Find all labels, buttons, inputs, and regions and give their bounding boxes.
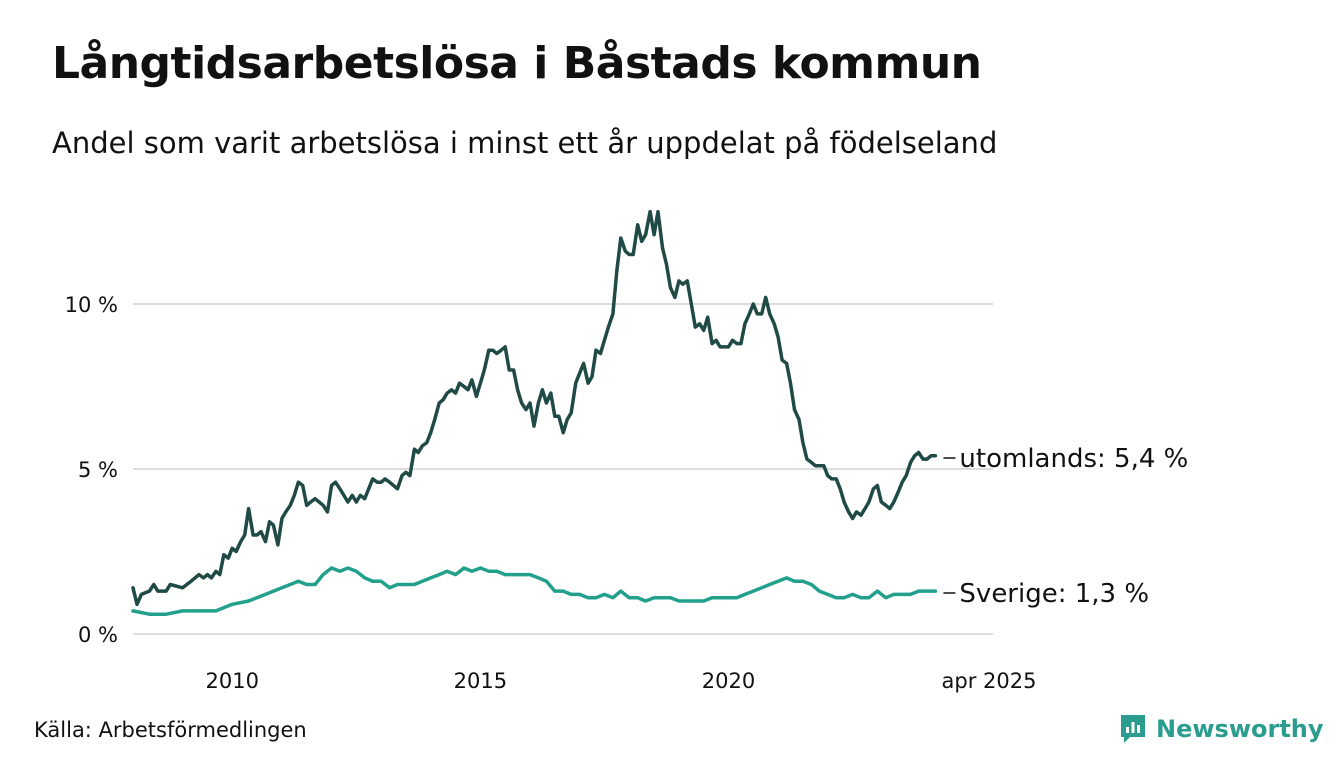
x-tick-label-3: apr 2025 [942, 669, 1037, 693]
series-line-Sverige [131, 566, 938, 616]
y-tick-label-1: 5 % [78, 458, 118, 482]
series-line-utomlands [131, 209, 938, 607]
y-tick-label-0: 0 % [78, 623, 118, 647]
series-end-labels: utomlands: 5,4 % Sverige: 1,3 % [943, 444, 1188, 609]
source-note: Källa: Arbetsförmedlingen [34, 718, 307, 742]
newsworthy-icon [1121, 715, 1145, 743]
series-lines [131, 209, 938, 616]
x-tick-label-2: 2020 [702, 669, 755, 693]
x-tick-label-1: 2015 [454, 669, 507, 693]
y-axis-ticks: 0 % 5 % 10 % [65, 293, 118, 647]
x-axis-ticks: 2010 2015 2020 apr 2025 [206, 669, 1037, 693]
end-label-utomlands: utomlands: 5,4 % [959, 444, 1188, 474]
gridlines [133, 303, 993, 635]
x-tick-label-0: 2010 [206, 669, 259, 693]
end-label-Sverige: Sverige: 1,3 % [959, 579, 1149, 609]
brand-logo: Newsworthy [1118, 712, 1324, 746]
chart-title: Långtidsarbetslösa i Båstads kommun [52, 38, 982, 89]
brand-name: Newsworthy [1156, 715, 1324, 743]
chart-subtitle: Andel som varit arbetslösa i minst ett å… [52, 126, 998, 160]
y-tick-label-2: 10 % [65, 293, 118, 317]
